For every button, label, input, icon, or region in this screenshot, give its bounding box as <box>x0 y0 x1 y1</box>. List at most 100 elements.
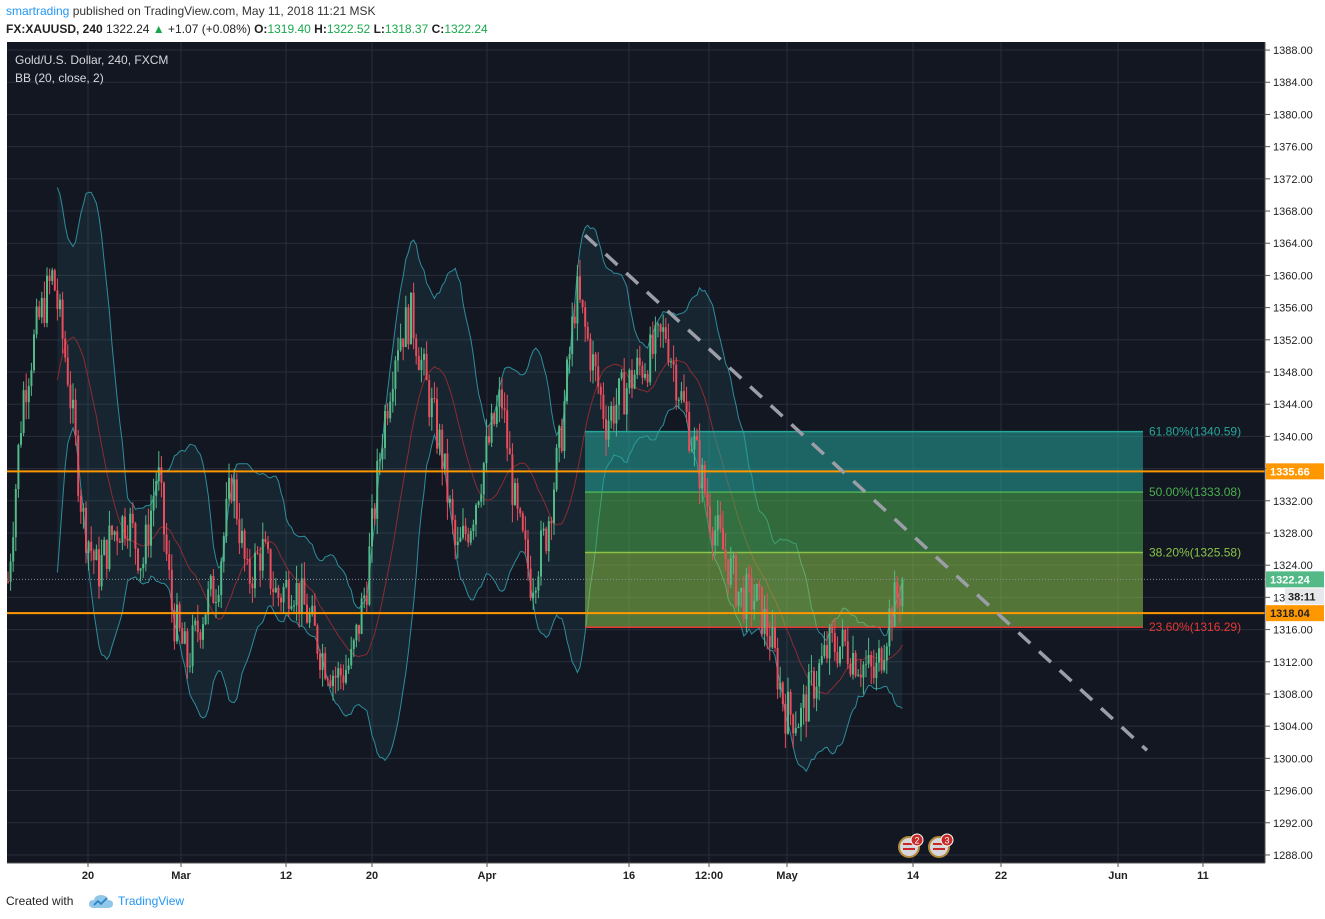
candle-body <box>332 675 334 687</box>
candle-body <box>779 682 782 690</box>
candle-body <box>618 378 620 405</box>
candle-body <box>334 675 337 678</box>
candle <box>683 374 685 404</box>
candle <box>521 511 524 533</box>
level-badge-bg <box>1266 463 1324 480</box>
candle-body <box>373 508 376 519</box>
candle-body <box>826 645 828 659</box>
candle-body <box>846 641 849 664</box>
candle-body <box>183 631 186 644</box>
candle-body <box>238 519 241 544</box>
candle <box>365 581 368 613</box>
candle <box>774 613 776 652</box>
candle <box>514 478 516 506</box>
author-link[interactable]: smartrading <box>6 4 70 18</box>
candle <box>212 569 215 604</box>
candle-body <box>417 356 420 370</box>
candle-body <box>631 370 633 389</box>
candle-body <box>740 587 743 592</box>
candle-body <box>820 656 823 664</box>
candle-body <box>521 513 524 531</box>
candle <box>293 599 295 614</box>
candle <box>701 458 704 503</box>
candle <box>38 300 41 320</box>
candle <box>524 516 527 554</box>
candle-body <box>625 388 628 415</box>
candle <box>841 619 844 660</box>
candle <box>605 405 607 457</box>
candle <box>475 503 477 537</box>
candle <box>371 494 373 563</box>
candle <box>92 548 95 575</box>
candle-body <box>670 361 672 363</box>
candle <box>389 392 392 423</box>
candle <box>72 383 74 424</box>
candle-body <box>454 520 457 546</box>
price-tick-label: 1288.00 <box>1273 850 1313 862</box>
candle-body <box>753 600 756 610</box>
candle-body <box>33 334 35 371</box>
candle-body <box>425 353 428 381</box>
candle-body <box>150 510 152 546</box>
candle-body <box>623 372 626 415</box>
candle <box>573 303 576 329</box>
candle-body <box>64 338 67 358</box>
candle-body <box>181 628 184 644</box>
price-tick-label: 1328.00 <box>1273 528 1313 540</box>
open-label: O: <box>254 22 268 36</box>
candle <box>350 636 353 670</box>
candle <box>662 314 665 348</box>
candle <box>100 539 103 591</box>
flag-stripe <box>903 848 915 850</box>
candle <box>872 649 875 684</box>
publish-line: smartrading published on TradingView.com… <box>6 4 376 18</box>
candle-body <box>828 627 831 659</box>
candle-body <box>638 357 641 366</box>
candle-body <box>189 666 191 668</box>
candle <box>79 488 82 524</box>
candle <box>417 347 420 371</box>
candle <box>48 268 51 295</box>
candle-body <box>703 464 706 494</box>
candle <box>77 429 80 503</box>
time-tick-label: Jun <box>1108 870 1128 882</box>
candle-body <box>209 575 212 590</box>
candle <box>246 548 249 565</box>
candle-body <box>761 586 763 634</box>
candle-body <box>72 399 74 409</box>
tradingview-brand-link[interactable]: TradingView <box>118 894 185 908</box>
candle <box>592 340 594 384</box>
candle <box>763 595 766 647</box>
price-chart[interactable]: 61.80%(1340.59) 50.00%(1333.08) 38.20%(132… <box>0 40 1325 884</box>
candle <box>862 661 865 695</box>
candle <box>597 352 600 394</box>
candle-body <box>495 406 498 424</box>
candle-body <box>139 568 142 571</box>
candle-body <box>324 653 327 679</box>
candle <box>87 540 90 571</box>
candle-body <box>202 624 204 640</box>
candle-body <box>612 405 615 424</box>
candle <box>896 575 899 609</box>
candle-body <box>433 398 436 400</box>
candle <box>186 627 189 679</box>
last-price-badge-bg <box>1266 571 1324 588</box>
candle <box>160 456 163 498</box>
candle-body <box>870 654 873 667</box>
candle <box>165 522 168 562</box>
candle <box>498 376 501 423</box>
candle-body <box>501 389 503 409</box>
candle-body <box>467 534 470 543</box>
candle <box>277 584 280 607</box>
candle-body <box>758 583 761 587</box>
published-text: published on TradingView.com, May 11, 20… <box>72 4 376 18</box>
candle-body <box>693 436 696 450</box>
candle <box>27 378 30 420</box>
candle-body <box>482 463 485 495</box>
candle <box>449 495 451 509</box>
candle-body <box>17 444 20 490</box>
candle <box>623 358 626 415</box>
candle-body <box>649 334 652 383</box>
candle <box>345 654 347 685</box>
candle-body <box>311 605 314 615</box>
